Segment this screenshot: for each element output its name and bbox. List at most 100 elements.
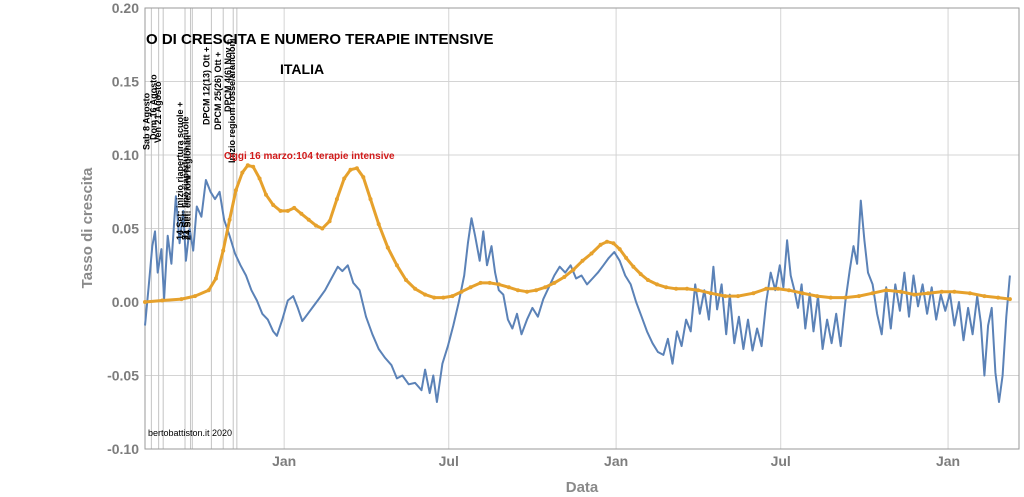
- icu-point: [257, 176, 262, 181]
- icu-point: [843, 295, 848, 300]
- event-label: Sab 8 Agosto: [141, 92, 151, 150]
- icu-point: [221, 248, 226, 253]
- event-label: Dom 16 Agosto: [149, 74, 159, 140]
- icu-point: [631, 264, 636, 269]
- event-label: 14 Set: inizio riapertura scuole +: [175, 102, 185, 240]
- icu-point: [525, 289, 529, 294]
- event-label: DPCM 4(6) Nov +: [223, 40, 233, 112]
- icu-point: [227, 217, 232, 222]
- icu-point: [306, 217, 311, 222]
- icu-point: [143, 300, 147, 304]
- event-label: DPCM 25(26) Ott +: [213, 52, 223, 130]
- icu-point: [685, 286, 689, 291]
- y-tick-label: 0.00: [112, 294, 139, 310]
- icu-point: [926, 291, 931, 296]
- icu-point: [723, 294, 728, 299]
- event-label: DPCM 12(13) Ott +: [201, 47, 211, 125]
- icu-point: [611, 241, 616, 246]
- series-line-growth_rate: [144, 179, 1011, 403]
- icu-point: [327, 219, 332, 224]
- y-axis: -0.10 -0.05 0.00 0.05 0.10 0.15 0.20: [107, 0, 139, 457]
- icu-point: [441, 295, 446, 300]
- icu-point: [708, 291, 713, 296]
- icu-point: [299, 211, 304, 216]
- x-tick-label: Jul: [771, 453, 791, 469]
- icu-point: [982, 294, 987, 299]
- icu-point: [571, 267, 576, 272]
- icu-point: [468, 285, 473, 290]
- series-line-icu: [144, 163, 1011, 304]
- icu-point: [496, 282, 501, 287]
- icu-point: [361, 175, 366, 180]
- icu-point: [160, 298, 165, 303]
- event-label: Ven 21 Agosto: [153, 81, 163, 143]
- icu-point: [506, 285, 511, 290]
- icu-point: [638, 272, 643, 277]
- icu-point: [478, 280, 483, 285]
- icu-point: [655, 282, 659, 287]
- y-tick-label: 0.15: [112, 74, 139, 90]
- icu-point: [696, 288, 700, 293]
- icu-point: [206, 288, 211, 293]
- icu-point: [354, 166, 359, 171]
- icu-point: [487, 280, 492, 285]
- icu-point: [828, 295, 833, 300]
- icu-point: [800, 291, 805, 296]
- icu-point: [605, 239, 609, 244]
- icu-point: [870, 291, 875, 296]
- x-axis-title: Data: [566, 479, 599, 496]
- icu-point: [233, 188, 238, 193]
- icu-point: [1007, 297, 1012, 302]
- icu-point: [413, 286, 418, 291]
- y-tick-label: -0.10: [107, 441, 139, 457]
- icu-point: [562, 275, 567, 279]
- icu-point: [764, 286, 769, 291]
- icu-point: [240, 170, 245, 175]
- icu-point: [278, 208, 283, 213]
- x-tick-label: Jan: [604, 453, 628, 469]
- chart-title: O DI CRESCITA E NUMERO TERAPIE INTENSIVE: [146, 31, 494, 48]
- icu-point: [404, 278, 408, 282]
- icu-point: [736, 294, 740, 299]
- icu-point: [320, 226, 325, 231]
- chart-subtitle: ITALIA: [280, 61, 324, 77]
- icu-point: [334, 197, 339, 202]
- y-tick-label: 0.10: [112, 147, 139, 163]
- icu-point: [251, 164, 256, 169]
- icu-point: [292, 205, 297, 210]
- icu-point: [776, 286, 780, 291]
- event-label: 24 Set: elezioni regionali: [182, 135, 192, 240]
- icu-point: [898, 289, 903, 294]
- icu-point: [624, 255, 629, 260]
- icu-point: [245, 163, 250, 168]
- y-tick-label: 0.20: [112, 0, 139, 16]
- icu-point: [589, 251, 594, 256]
- icu-point: [394, 263, 399, 268]
- icu-point: [617, 247, 622, 252]
- icu-point: [598, 242, 603, 247]
- icu-point: [264, 192, 268, 197]
- y-axis-title: Tasso di crescita: [79, 167, 96, 288]
- series: [143, 163, 1012, 403]
- icu-point: [552, 280, 557, 285]
- icu-point: [213, 276, 218, 281]
- icu-point: [368, 197, 373, 202]
- icu-point: [952, 289, 957, 294]
- icu-point: [271, 203, 276, 207]
- icu-point: [786, 288, 791, 293]
- icu-point: [580, 258, 585, 263]
- y-tick-label: -0.05: [107, 368, 139, 384]
- icu-point: [751, 291, 756, 296]
- y-tick-label: 0.05: [112, 221, 139, 237]
- icu-point: [939, 289, 944, 294]
- icu-point: [884, 288, 889, 293]
- icu-point: [664, 285, 669, 290]
- event-label: 21 Set: fine riapertura scuole: [180, 116, 190, 240]
- icu-point: [179, 297, 184, 302]
- icu-point: [193, 294, 197, 299]
- icu-point: [996, 295, 1001, 300]
- icu-point: [645, 278, 650, 282]
- icu-point: [674, 286, 679, 291]
